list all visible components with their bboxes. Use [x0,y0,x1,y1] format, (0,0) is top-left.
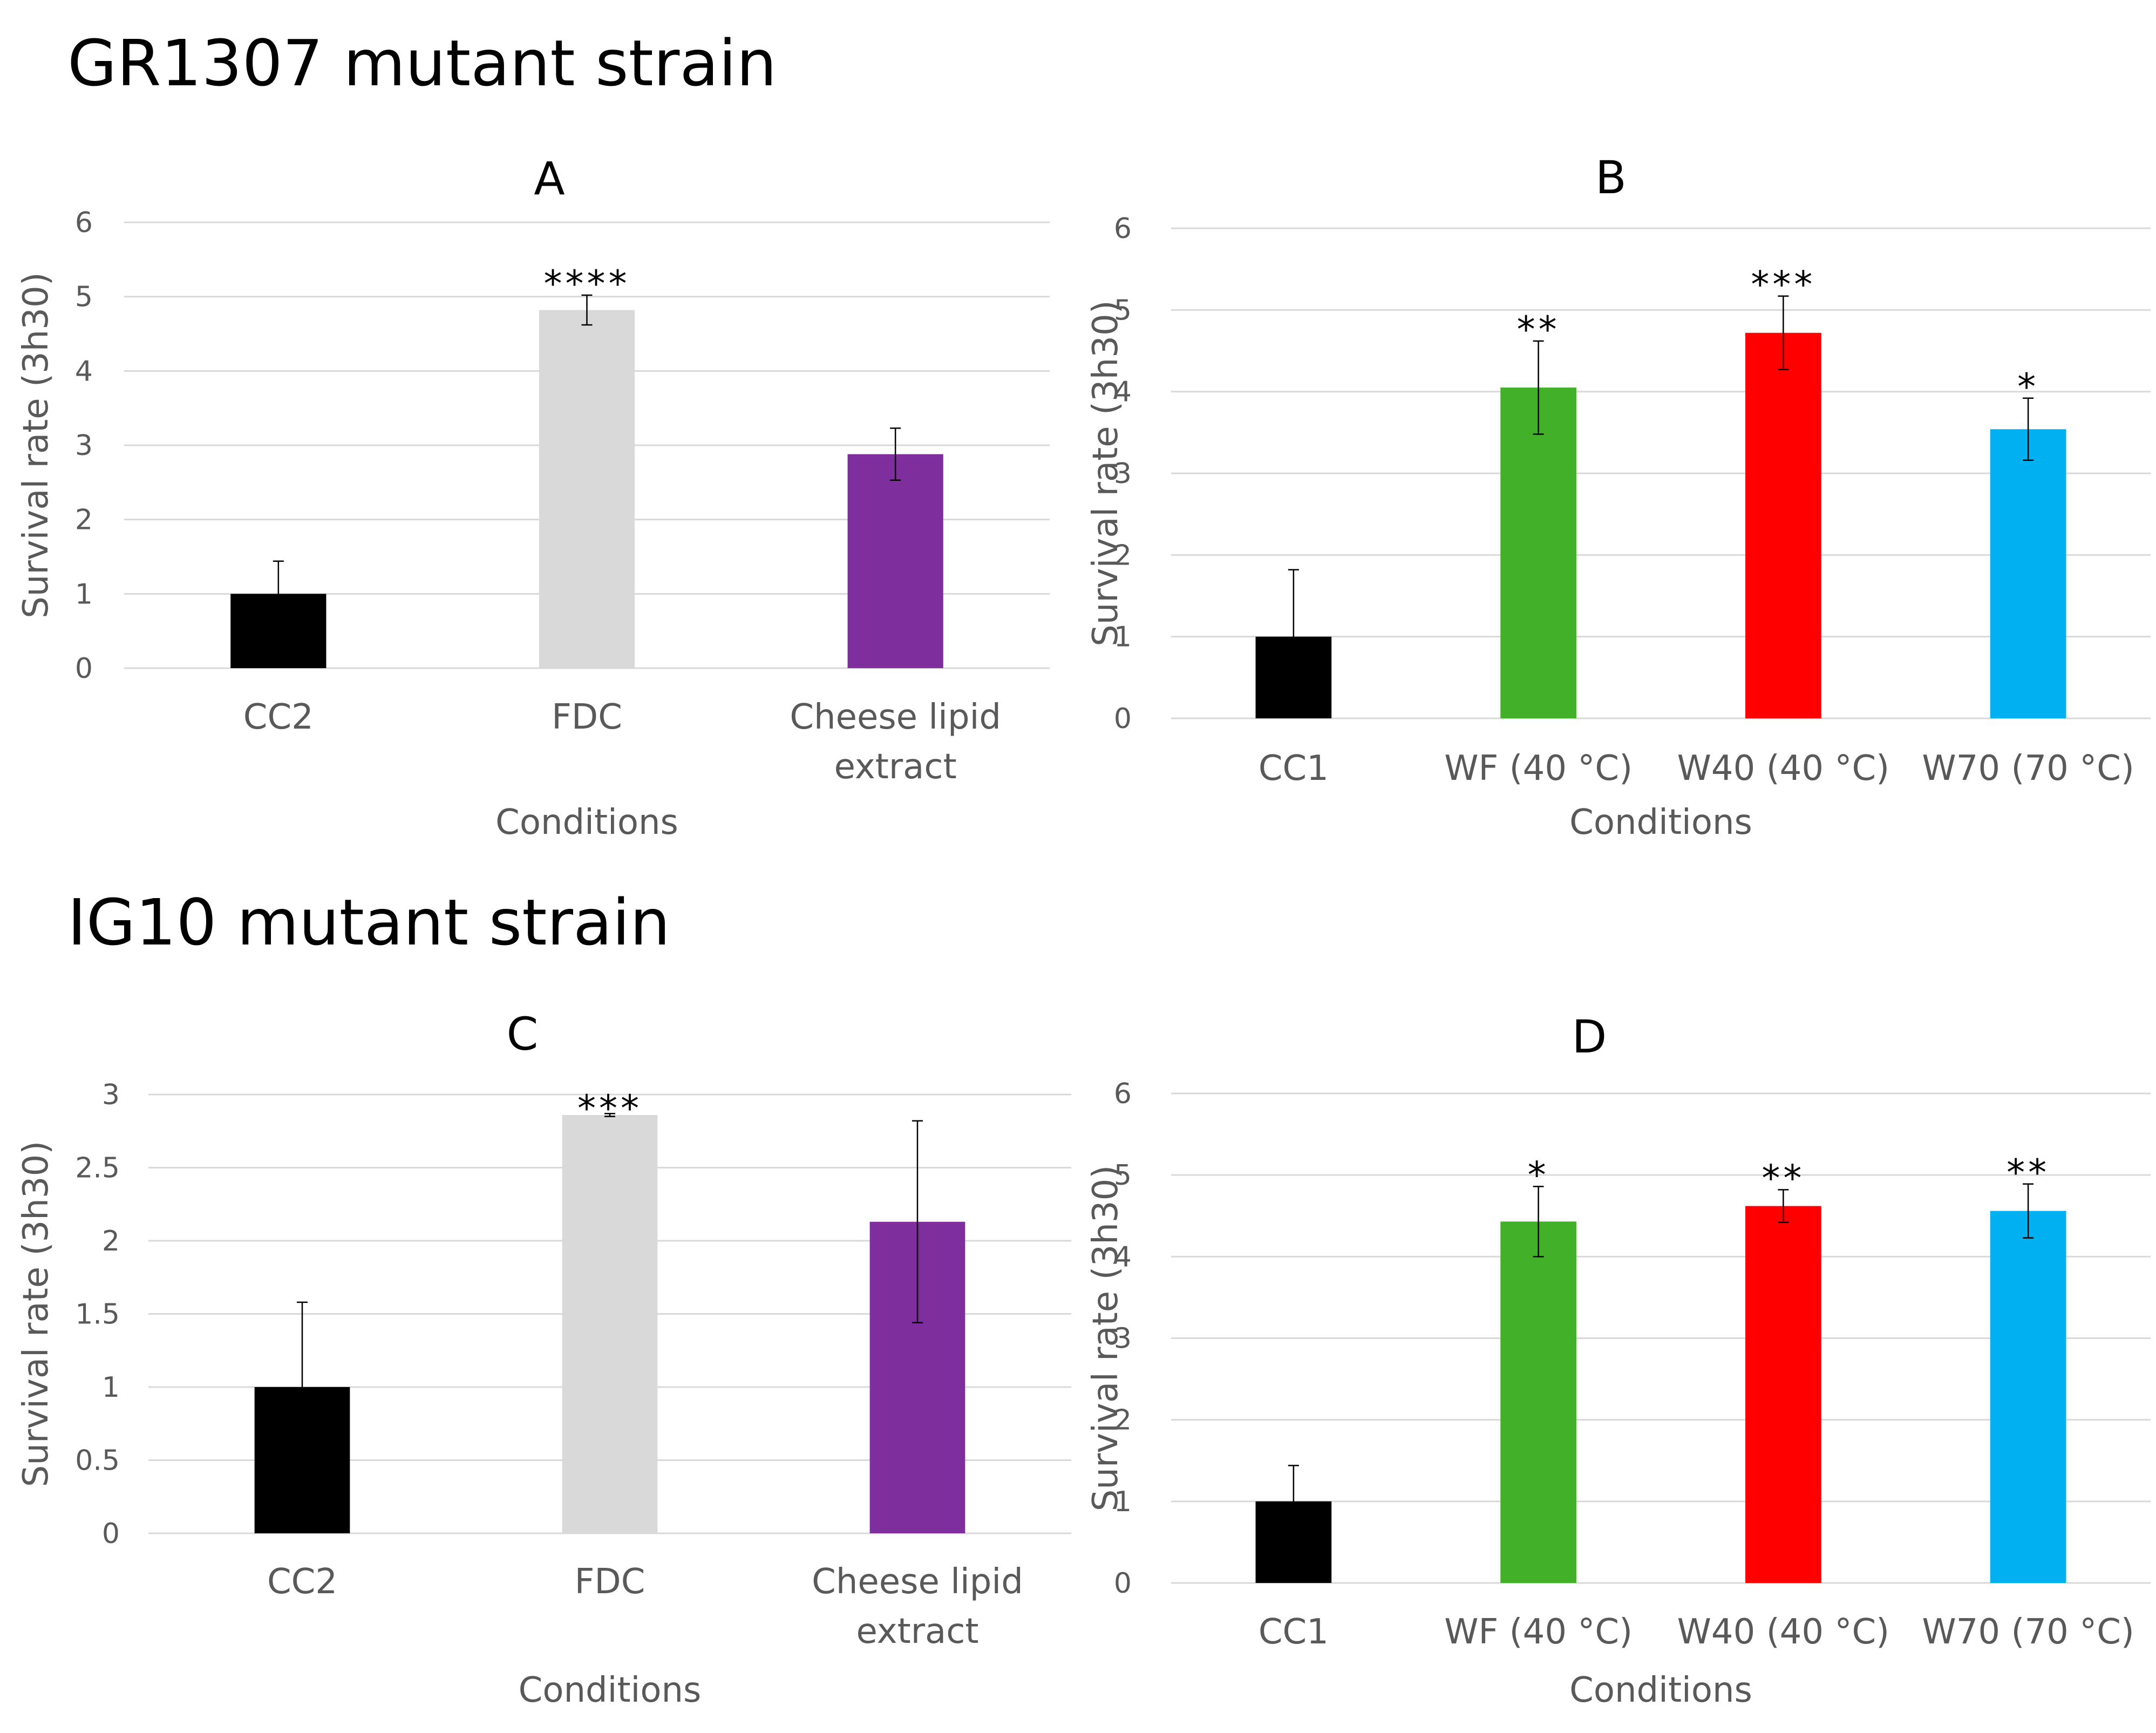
x-axis-title: Conditions [519,1670,702,1710]
y-tick-label: 0.5 [75,1445,120,1477]
y-tick-label: 4 [75,355,93,388]
chart-title: D [1572,1010,1607,1063]
category-label: WF (40 °C) [1444,749,1633,789]
y-tick-label: 2 [75,504,93,536]
chart-b: 0 1 2 3 4 5 6 B Survival rate (3h30) Conditions CC… [1086,151,2151,842]
y-axis-title: Survival rate (3h30) [16,1141,56,1487]
y-tick-label: 1.5 [75,1299,120,1331]
significance-marker: * [2017,366,2039,409]
y-tick-label: 0 [1114,703,1132,735]
y-tick-label: 1 [102,1371,120,1404]
bar [562,1114,658,1533]
y-tick-label: 5 [1114,294,1132,327]
chart-a: 0 1 2 3 4 5 6 A Survival rate (3h30) Conditions CC… [16,152,1050,842]
y-tick-label: 2.5 [75,1152,120,1185]
bar [1990,1211,2066,1583]
y-tick-label: 6 [1114,1078,1132,1110]
y-tick-label: 2 [1114,539,1132,572]
category-label: WF (40 °C) [1444,1612,1633,1652]
category-label: extract [856,1612,978,1652]
category-label: W70 (70 °C) [1922,1612,2134,1652]
section-title-ig10: IG10 mutant strain [67,885,670,960]
y-tick-label: 0 [1114,1567,1132,1600]
y-tick-label: 6 [75,207,93,239]
category-label: FDC [575,1562,645,1602]
y-tick-label: 1 [1114,1486,1132,1518]
significance-marker: **** [544,263,630,305]
significance-marker: ** [1761,1157,1805,1200]
y-tick-label: 4 [1114,1241,1132,1273]
category-label: CC1 [1259,1612,1329,1652]
y-axis-title: Survival rate (3h30) [16,272,56,618]
y-tick-label: 3 [1114,1323,1132,1355]
category-label: Cheese lipid [812,1562,1023,1602]
y-tick-label: 2 [1114,1404,1132,1437]
y-tick-label: 1 [75,578,93,610]
y-tick-label: 0 [75,653,93,685]
category-label: CC2 [243,697,314,737]
chart-d: 0 1 2 3 4 5 6 D Survival rate (3h30) Conditions CC… [1086,1010,2151,1710]
category-label: CC2 [267,1562,337,1602]
y-axis-title: Survival rate (3h30) [1086,300,1126,646]
y-tick-label: 5 [1114,1159,1132,1192]
bar [1500,1221,1576,1583]
category-label: W70 (70 °C) [1922,749,2134,789]
significance-marker: *** [577,1088,642,1130]
y-axis-title: Survival rate (3h30) [1086,1165,1126,1511]
chart-title: A [534,152,564,205]
section-title-gr1307: GR1307 mutant strain [67,26,777,100]
bar [847,454,943,668]
category-label: W40 (40 °C) [1677,1612,1889,1652]
x-axis-title: Conditions [495,803,678,842]
y-tick-label: 1 [1114,621,1132,654]
category-label: Cheese lipid [790,697,1001,737]
category-label: CC1 [1259,749,1329,789]
bar [1990,429,2066,718]
significance-marker: ** [2007,1152,2050,1194]
x-axis-title: Conditions [1569,803,1752,842]
category-label: extract [834,747,957,787]
significance-marker: ** [1517,309,1560,351]
y-tick-label: 3 [1114,458,1132,490]
y-tick-label: 2 [102,1225,120,1258]
y-tick-label: 6 [1114,213,1132,245]
y-tick-label: 5 [75,281,93,314]
category-label: FDC [552,697,622,737]
significance-marker: * [1528,1154,1549,1197]
bar [1500,388,1576,718]
y-tick-label: 0 [102,1518,120,1550]
chart-c: 0 0.5 1 1.5 2 2.5 3 C Survival rate (3h30) Condit… [16,1008,1071,1710]
significance-marker: *** [1751,264,1815,307]
y-tick-label: 3 [75,430,93,462]
chart-title: C [507,1008,539,1061]
x-axis-title: Conditions [1569,1670,1752,1710]
category-label: W40 (40 °C) [1677,749,1889,789]
bar [1745,332,1821,718]
y-tick-label: 3 [102,1079,120,1111]
chart-title: B [1595,151,1627,204]
bar [539,310,635,668]
bar [1745,1206,1821,1583]
y-tick-label: 4 [1114,376,1132,409]
